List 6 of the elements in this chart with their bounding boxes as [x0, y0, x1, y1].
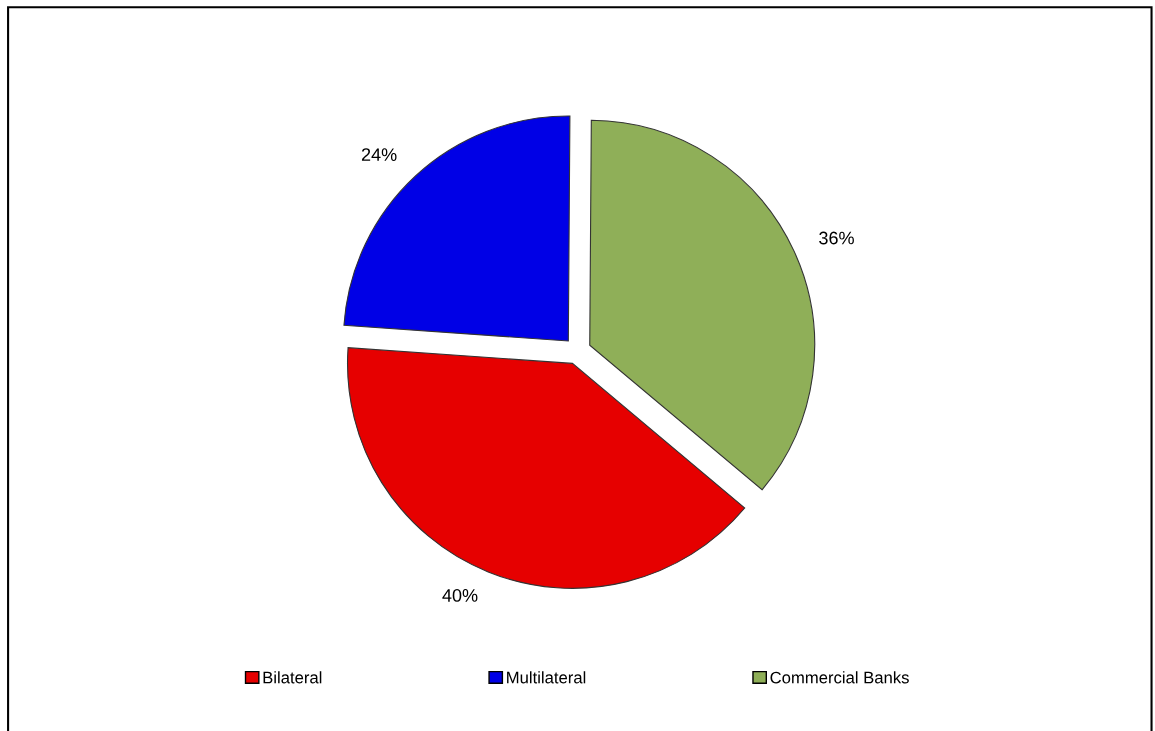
legend-label: Commercial Banks	[770, 671, 909, 684]
data-label: 24%	[361, 148, 397, 161]
data-label: 40%	[442, 589, 478, 602]
data-label: 36%	[819, 231, 854, 245]
legend-label: Multilateral	[507, 671, 586, 684]
legend-label: Bilateral	[263, 671, 322, 684]
